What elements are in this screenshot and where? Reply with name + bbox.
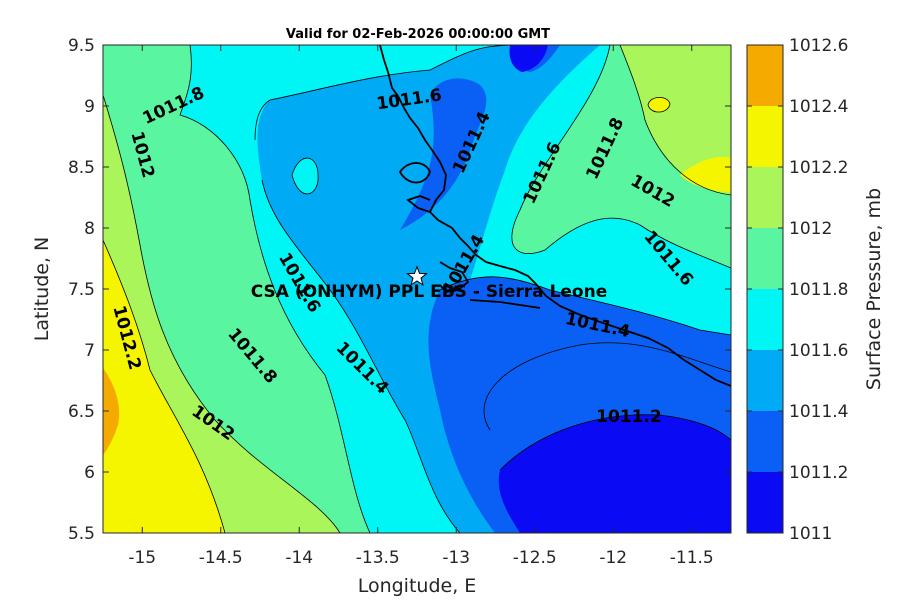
colorbar-swatch	[747, 472, 783, 533]
colorbar-tick-label: 1012	[789, 219, 832, 239]
band-1011-6-island	[292, 158, 319, 194]
y-tick-label: 6	[84, 463, 95, 483]
station-star-icon	[406, 265, 428, 287]
colorbar-swatch	[747, 167, 783, 228]
colorbar-tick-label: 1011.8	[789, 280, 848, 300]
colorbar-tick-label: 1011.4	[789, 402, 848, 422]
coastline	[379, 45, 731, 387]
y-tick-label: 7.5	[68, 280, 95, 300]
x-axis-label: Longitude, E	[358, 575, 477, 597]
colorbar-swatch	[747, 106, 783, 167]
colorbar-swatch	[747, 45, 783, 106]
x-tick-label: -12.5	[513, 548, 557, 568]
contour-label: 1011.2	[596, 407, 662, 427]
x-tick-label: -14.5	[199, 548, 243, 568]
colorbar-tick-label: 1011.6	[789, 341, 848, 361]
colorbar-swatch	[747, 289, 783, 350]
colorbar-swatch	[747, 350, 783, 411]
y-tick-label: 9	[84, 97, 95, 117]
colorbar-label: Surface Pressure, mb	[863, 188, 885, 390]
colorbar-tick-label: 1012.4	[789, 97, 848, 117]
colorbar-swatch	[747, 411, 783, 472]
colorbar: 1011 1011.2 1011.4 1011.6 1011.8 1012 1012.2 10…	[746, 36, 848, 544]
y-tick-label: 7	[84, 341, 95, 361]
y-tick-label: 8	[84, 219, 95, 239]
band-1012-2-west	[103, 240, 225, 533]
colorbar-tick-label: 1012.2	[789, 158, 848, 178]
colorbar-tick-label: 1011	[789, 524, 832, 544]
y-tick-label: 5.5	[68, 524, 95, 544]
x-tick-label: -13.5	[356, 548, 400, 568]
band-1012-2-east	[680, 156, 731, 192]
colorbar-swatch	[747, 228, 783, 289]
y-axis-label: Latitude, N	[31, 237, 53, 342]
y-tick-label: 9.5	[68, 36, 95, 56]
band-1011	[498, 45, 731, 533]
x-tick-label: -15	[128, 548, 156, 568]
band-1012-east	[620, 45, 731, 195]
station-label: CSA (ONHYM) PPL EBS - Sierra Leone	[251, 282, 608, 302]
x-axis: -15 -14.5 -14 -13.5 -13 -12.5 -12 -11.5	[128, 45, 714, 568]
band-1012-2-spot	[648, 97, 670, 113]
y-tick-label: 6.5	[68, 402, 95, 422]
y-tick-label: 8.5	[68, 158, 95, 178]
station-marker: CSA (ONHYM) PPL EBS - Sierra Leone	[251, 265, 608, 302]
x-tick-label: -14	[285, 548, 313, 568]
band-1012-4-west	[103, 368, 120, 455]
chart-title: Valid for 02-Feb-2026 00:00:00 GMT	[286, 27, 550, 42]
x-tick-label: -12	[599, 548, 627, 568]
contour-lines	[103, 45, 731, 533]
y-axis: 5.5 6 6.5 7 7.5 8 8.5 9 9.5	[68, 36, 731, 544]
x-tick-label: -11.5	[670, 548, 714, 568]
x-tick-label: -13	[442, 548, 470, 568]
plot-area	[103, 45, 731, 533]
colorbar-tick-label: 1011.2	[789, 463, 848, 483]
colorbar-tick-label: 1012.6	[789, 36, 848, 56]
